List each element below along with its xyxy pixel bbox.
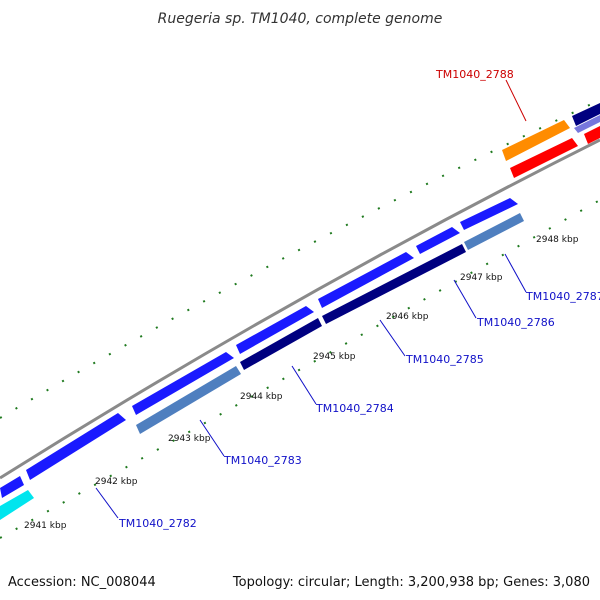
gene-forward-6[interactable] (416, 227, 460, 254)
gene-forward-10[interactable] (574, 115, 600, 133)
gene-forward-3[interactable] (132, 352, 234, 415)
map-title: Ruegeria sp. TM1040, complete genome (158, 11, 443, 27)
leader-tm1040-2782 (95, 487, 119, 519)
gene-reverse-red-1[interactable] (510, 138, 578, 178)
inner-minor-ticks (0, 199, 600, 539)
gene-tm1040-2783[interactable] (136, 366, 241, 434)
gene-forward-7[interactable] (460, 198, 518, 230)
inner-tick-ring (0, 199, 600, 539)
gene-label-tm1040-2786[interactable]: TM1040_2786 (476, 316, 555, 329)
topology-summary: Topology: circular; Length: 3,200,938 bp… (232, 575, 590, 590)
tick-label-2942: 2942 kbp (95, 477, 138, 487)
gene-label-tm1040-2784[interactable]: TM1040_2784 (315, 402, 394, 415)
gene-labels: TM1040_2782 TM1040_2783 TM1040_2784 TM10… (118, 68, 600, 530)
tick-label-2946: 2946 kbp (386, 312, 429, 322)
leader-tm1040-2784 (291, 365, 317, 405)
gene-tm1040-2785-2786[interactable] (322, 244, 466, 324)
tick-label-2945: 2945 kbp (313, 352, 356, 362)
gene-reverse-red-2[interactable] (584, 126, 600, 144)
kbp-scale-labels: 2941 kbp 2942 kbp 2943 kbp 2944 kbp 2945… (24, 235, 579, 531)
gene-forward-9[interactable] (572, 103, 600, 126)
gene-label-tm1040-2787[interactable]: TM1040_2787 (525, 290, 600, 303)
gene-forward-1[interactable] (0, 476, 24, 498)
tick-label-2947: 2947 kbp (460, 273, 503, 283)
tick-label-2941: 2941 kbp (24, 521, 67, 531)
forward-strand-track (0, 103, 600, 498)
gene-forward-5[interactable] (318, 252, 414, 308)
gene-label-tm1040-2783[interactable]: TM1040_2783 (223, 454, 302, 467)
gene-tm1040-2784[interactable] (240, 318, 322, 370)
leader-tm1040-2785 (379, 319, 406, 357)
tick-label-2943: 2943 kbp (168, 434, 211, 444)
reverse-strand-track (0, 126, 600, 520)
tick-label-2944: 2944 kbp (240, 392, 283, 402)
gene-label-tm1040-2788[interactable]: TM1040_2788 (435, 68, 514, 81)
leader-tm1040-2783 (199, 419, 225, 457)
gene-tm1040-2782[interactable] (0, 490, 34, 520)
tick-label-2948: 2948 kbp (536, 235, 579, 245)
genome-backbone (0, 138, 600, 480)
gene-label-tm1040-2785[interactable]: TM1040_2785 (405, 353, 484, 366)
leader-tm1040-2786 (453, 279, 477, 319)
accession-label: Accession: NC_008044 (8, 575, 156, 590)
leader-tm1040-2788 (505, 79, 527, 122)
label-leaders (95, 79, 527, 519)
gene-label-tm1040-2782[interactable]: TM1040_2782 (118, 517, 197, 530)
gene-tm1040-2787[interactable] (464, 213, 524, 250)
gene-tm1040-2788[interactable] (502, 120, 570, 161)
leader-tm1040-2787 (504, 253, 527, 293)
gene-forward-4[interactable] (236, 306, 314, 354)
gene-forward-2[interactable] (26, 413, 126, 480)
